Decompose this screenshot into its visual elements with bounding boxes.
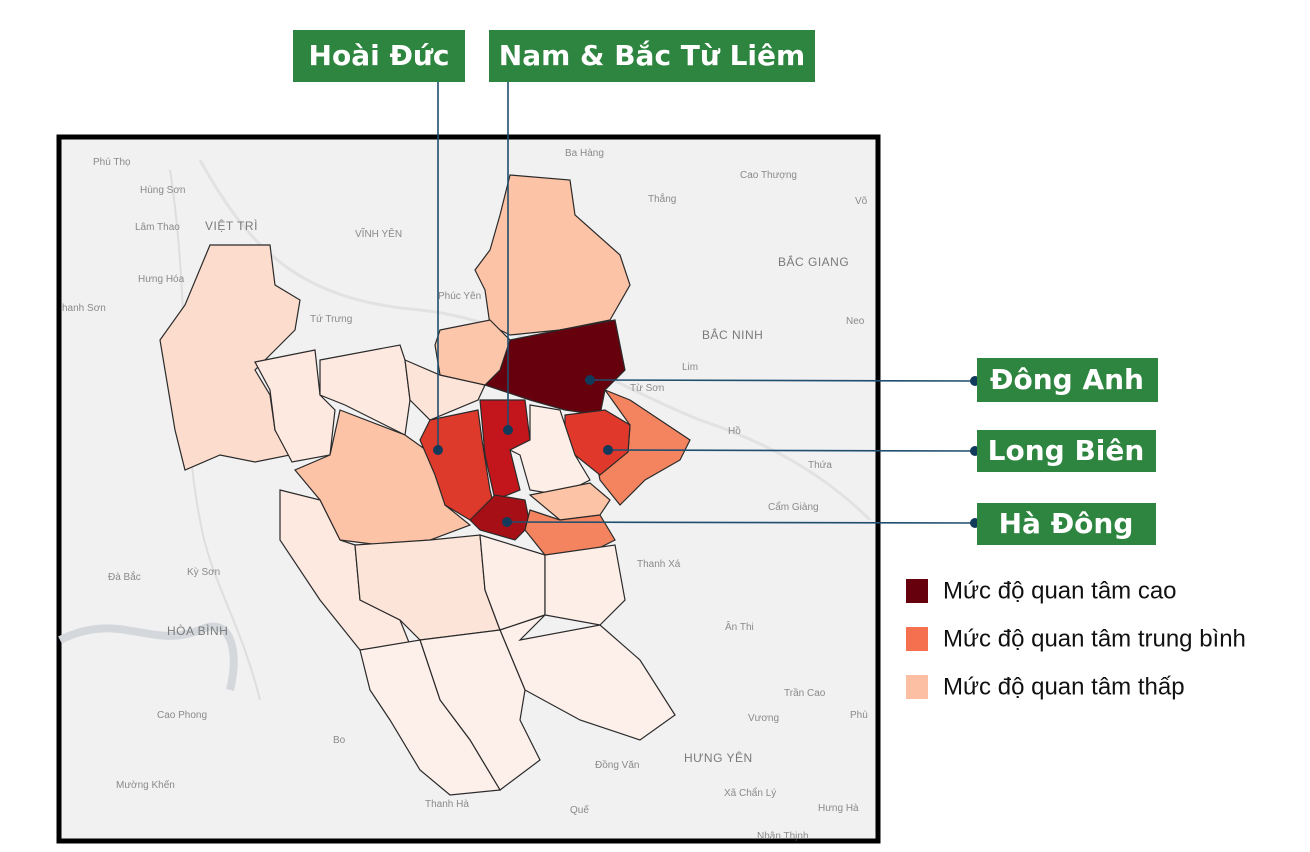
leader-dot [503,425,513,435]
place-label: Phúc Yên [438,291,481,302]
legend: Mức độ quan tâm cao Mức độ quan tâm trung… [906,577,1246,700]
place-label: Hùng Sơn [140,185,185,196]
callout-label: Hà Đông [999,507,1134,540]
place-label: Neo [846,316,865,327]
river [169,169,261,701]
place-label: VĨNH YÊN [355,227,402,240]
legend-label: Mức độ quan tâm trung bình [943,625,1246,652]
place-label: BẮC NINH [702,327,763,342]
place-label: Đà Bắc [108,570,141,583]
place-label: Hưng Hà [818,803,859,814]
legend-swatch [906,627,928,651]
place-label: Võ [855,196,868,207]
place-label: Lâm Thao [135,222,180,233]
place-label: Phú Thọ [93,157,131,168]
callout-label: Hoài Đức [309,39,450,72]
place-label: Bo [333,735,346,746]
district [319,344,411,436]
place-label: Cẩm Giàng [768,501,819,513]
place-label: Mường Khến [116,779,175,791]
place-label: HƯNG YÊN [684,750,753,765]
callouts: Hoài Đức Nam & Bắc Từ Liêm Đông Anh Long… [293,30,1158,545]
leader-line [589,379,976,382]
district [474,174,631,336]
place-label: Phù [850,710,868,721]
leader-dot [585,375,595,385]
place-label: Lim [682,362,698,373]
place-label: Thứa [808,460,832,471]
callout-label: Long Biên [988,434,1145,467]
place-label: Thắng [648,192,676,205]
place-label: Tứ Trưng [310,314,352,325]
place-label: Thanh Hà [425,799,469,810]
place-label: Đồng Văn [595,759,639,771]
place-label: Trần Cao [784,687,826,699]
place-label: VIỆT TRÌ [205,218,258,233]
place-label: Hưng Hóa [138,274,185,285]
river [58,622,238,691]
district [479,399,531,501]
callout-box [977,430,1156,472]
place-label: Quế [570,804,589,816]
map: Phú Thọ Hùng Sơn Lâm Thao VIỆT TRÌ VĨNH … [56,134,881,844]
place-label: hanh Sơn [62,303,106,314]
callout-box [977,503,1156,545]
legend-label: Mức độ quan tâm thấp [943,673,1185,700]
callout-label: Đông Anh [990,363,1144,396]
district [499,614,676,741]
callout-box [293,30,465,82]
district [528,482,611,521]
place-label: Thanh Xá [637,559,681,570]
leader-line [506,521,976,524]
legend-swatch [906,579,928,603]
place-label: Ba Hàng [565,148,604,159]
place-label: Vương [748,713,779,724]
place-label: Xã Chẩn Lý [724,787,776,799]
callout-box [489,30,815,82]
leader-dot [603,445,613,455]
place-label: Cao Phong [157,710,207,721]
place-label: Nhân Thịnh [757,831,809,842]
leader-dot [502,517,512,527]
leader-dot [433,445,443,455]
place-label: Ân Thi [725,620,754,633]
place-label: Cao Thượng [740,170,797,181]
districts [159,174,691,796]
place-label: Từ Sơn [630,383,664,394]
district [544,544,626,626]
leader-line [607,449,976,452]
place-label: Hồ [728,425,741,437]
callout-box [977,358,1158,402]
callout-label: Nam & Bắc Từ Liêm [499,39,805,72]
district [359,639,502,796]
legend-swatch [906,675,928,699]
legend-label: Mức độ quan tâm cao [943,577,1177,604]
place-label: Kỳ Sơn [187,567,220,578]
place-label: HÒA BÌNH [167,623,228,638]
place-labels: Phú Thọ Hùng Sơn Lâm Thao VIỆT TRÌ VĨNH … [62,148,868,842]
place-label: BẮC GIANG [778,254,849,269]
